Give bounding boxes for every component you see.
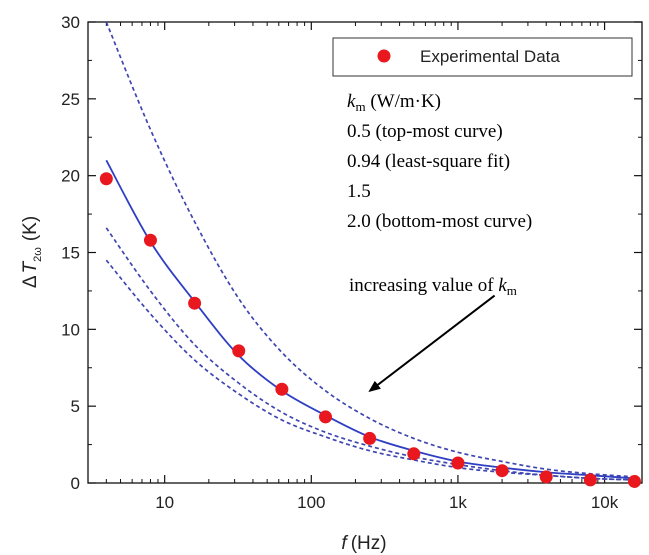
km-header: km (W/m·K) bbox=[347, 91, 441, 114]
data-point bbox=[319, 410, 333, 424]
data-point bbox=[627, 474, 641, 488]
y-tick-label: 15 bbox=[61, 244, 80, 263]
arrow-line bbox=[368, 294, 496, 393]
x-tick-label: 100 bbox=[297, 493, 325, 512]
data-point bbox=[407, 447, 421, 461]
x-tick-label: 10 bbox=[155, 493, 174, 512]
data-points bbox=[99, 172, 641, 488]
y-tick-label: 25 bbox=[61, 90, 80, 109]
y-tick-label: 5 bbox=[71, 397, 80, 416]
legend-label: Experimental Data bbox=[420, 47, 560, 66]
km-line-2: 0.94 (least-square fit) bbox=[347, 151, 510, 172]
data-point bbox=[99, 172, 113, 186]
data-point bbox=[143, 233, 157, 247]
legend-marker bbox=[377, 49, 391, 63]
y-tick-label: 0 bbox=[71, 474, 80, 493]
data-point bbox=[451, 456, 465, 470]
x-axis-title: f (Hz) bbox=[341, 533, 386, 554]
plot-frame bbox=[87, 21, 643, 484]
km-line-4: 2.0 (bottom-most curve) bbox=[347, 211, 532, 232]
data-point bbox=[539, 470, 553, 484]
data-point bbox=[188, 296, 202, 310]
arrow-label: increasing value of km bbox=[349, 275, 517, 298]
data-point bbox=[275, 382, 289, 396]
data-point bbox=[363, 431, 377, 445]
data-point bbox=[495, 464, 509, 478]
km-line-1: 0.5 (top-most curve) bbox=[347, 121, 503, 142]
arrow-annotation: increasing value of km bbox=[349, 275, 517, 393]
data-point bbox=[583, 473, 597, 487]
legend: Experimental Data bbox=[332, 37, 633, 77]
y-axis-title: ΔT2ω(K) bbox=[20, 216, 44, 288]
model-curve-dashed bbox=[105, 22, 635, 478]
km-line-3: 1.5 bbox=[347, 181, 371, 202]
km-annotation: km (W/m·K) 0.5 (top-most curve) 0.94 (le… bbox=[347, 91, 532, 232]
data-point bbox=[232, 344, 246, 358]
x-tick-label: 10k bbox=[591, 493, 619, 512]
y-tick-label: 20 bbox=[61, 167, 80, 186]
x-tick-label: 1k bbox=[449, 493, 467, 512]
y-tick-label: 10 bbox=[61, 320, 80, 339]
y-tick-label: 30 bbox=[61, 13, 80, 32]
axis-ticks: 0 5 10 15 20 25 30 10 100 1k 10k bbox=[61, 13, 642, 512]
model-curve-dashed bbox=[105, 227, 635, 481]
